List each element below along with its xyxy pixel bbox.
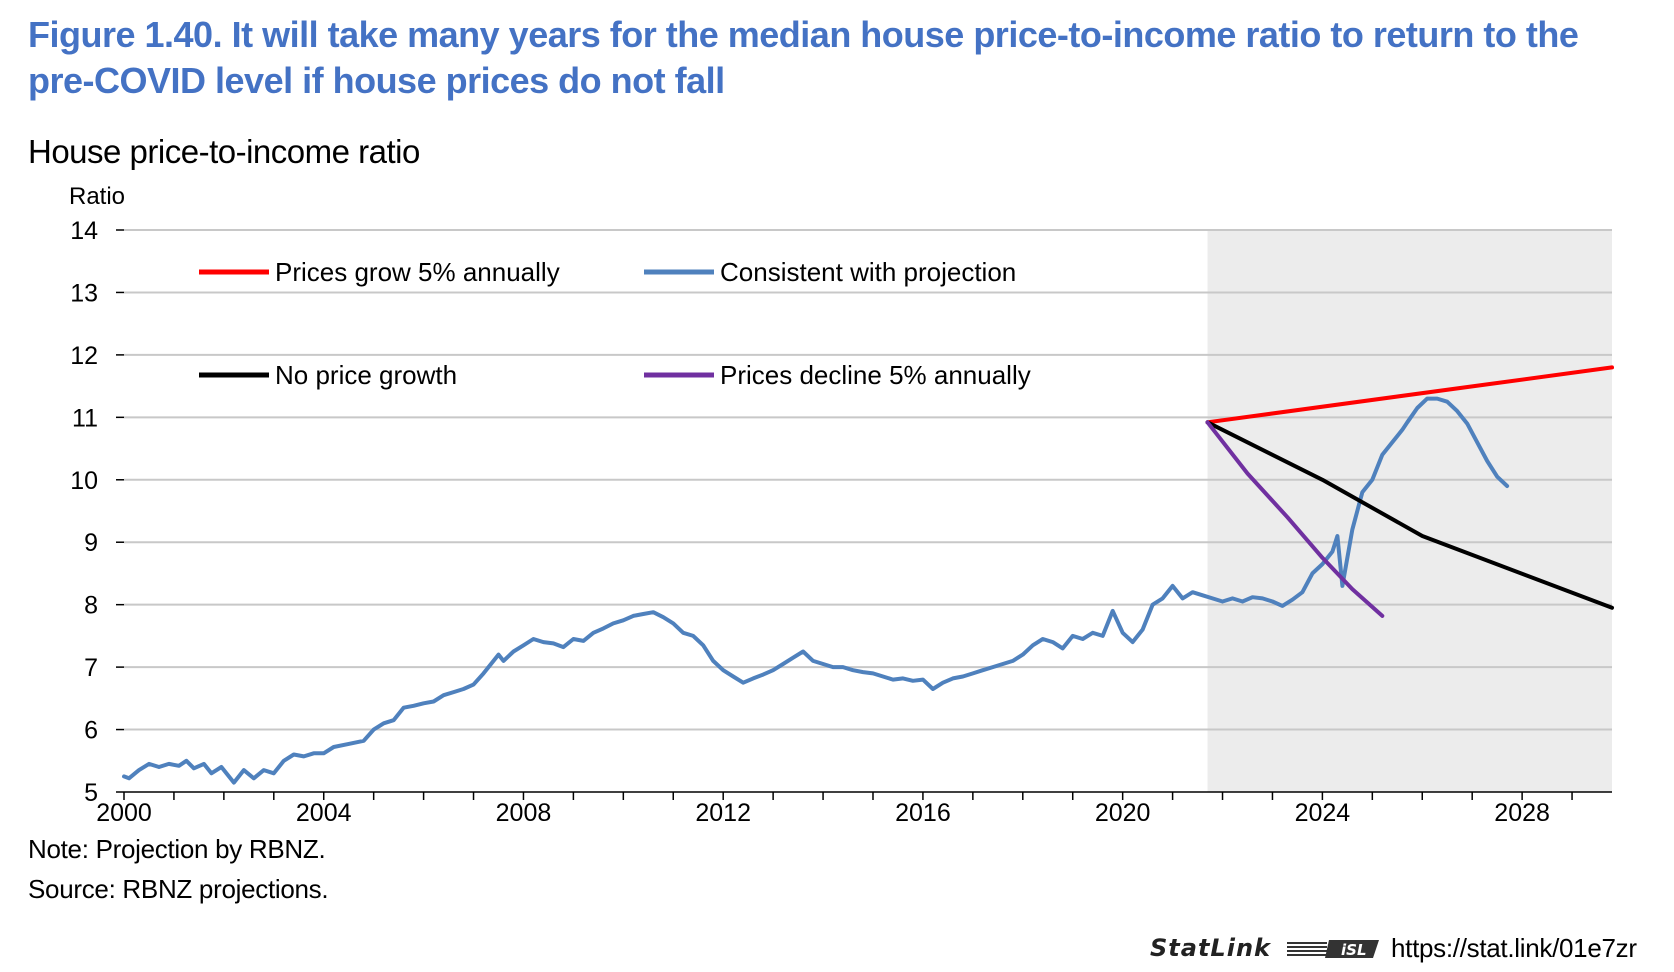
figure-title: Figure 1.40. It will take many years for…: [28, 14, 1579, 101]
y-tick-label: 8: [84, 592, 98, 620]
gridlines: [124, 229, 1612, 731]
legend-label: Prices decline 5% annually: [720, 360, 1031, 390]
legend-label: Consistent with projection: [720, 257, 1016, 287]
svg-text:iSL: iSL: [1341, 941, 1367, 959]
y-tick-label: 12: [70, 342, 98, 370]
y-tick-label: 6: [84, 717, 98, 745]
y-tick-label: 13: [70, 279, 98, 307]
x-tick-label: 2000: [96, 799, 152, 827]
series-lines: [122, 365, 1614, 785]
legend-label: No price growth: [275, 360, 457, 390]
x-tick-label: 2004: [296, 799, 352, 827]
x-tick-label: 2028: [1494, 799, 1550, 827]
y-axis-ticks: 5 6 7 8 9 10 11 12 13 14: [70, 217, 124, 807]
projection-shading: [1207, 230, 1612, 792]
x-axis-ticks: 2000 2004 2008 2012 2016 2020 2024 2028: [96, 791, 1612, 827]
series-line-prices-decline-5-annually: [1205, 420, 1385, 618]
y-tick-label: 14: [70, 217, 98, 245]
y-tick-label: 5: [84, 779, 98, 807]
x-tick-label: 2024: [1295, 799, 1351, 827]
x-tick-label: 2020: [1095, 799, 1151, 827]
legend-label: Prices grow 5% annually: [275, 257, 560, 287]
chart-title: House price-to-income ratio: [28, 133, 420, 170]
y-tick-label: 7: [84, 654, 98, 682]
series-line-consistent-with-projection: [122, 396, 1510, 785]
statlink-url[interactable]: https://stat.link/01e7zr: [1391, 932, 1637, 963]
x-tick-label: 2008: [496, 799, 552, 827]
statlink-brand: StatLink: [1150, 934, 1271, 962]
series-line-prices-grow-5-annually: [1205, 365, 1614, 425]
statlink-logo-icon: iSL: [1287, 940, 1379, 959]
x-tick-label: 2012: [695, 799, 751, 827]
statlink[interactable]: StatLink iSL https://stat.link/01e7zr: [1150, 930, 1637, 966]
series-line-no-price-growth: [1205, 420, 1614, 610]
legend: Prices grow 5% annually Consistent with p…: [199, 257, 1031, 390]
y-tick-label: 9: [84, 529, 98, 557]
chart-source: Source: RBNZ projections.: [28, 874, 329, 904]
y-axis-unit-label: Ratio: [69, 183, 126, 210]
chart-note: Note: Projection by RBNZ.: [28, 834, 326, 864]
x-tick-label: 2016: [895, 799, 951, 827]
y-tick-label: 11: [72, 404, 98, 432]
y-tick-label: 10: [70, 467, 98, 495]
